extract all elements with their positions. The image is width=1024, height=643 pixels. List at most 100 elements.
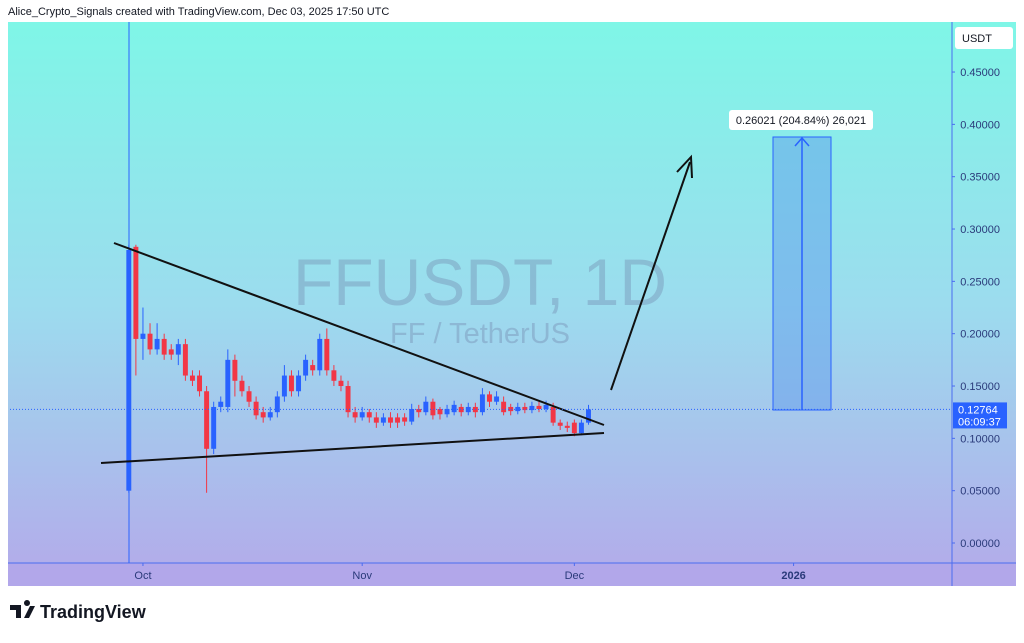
- candle-body: [380, 417, 386, 423]
- candle-body: [529, 405, 535, 411]
- candle-body: [423, 401, 429, 413]
- candle-body: [338, 380, 344, 387]
- trendline-upper: [113, 242, 605, 426]
- y-tick-label: 0.10000: [960, 433, 1000, 445]
- candle-body: [359, 412, 365, 418]
- candle-body: [501, 401, 507, 413]
- candle-body: [147, 333, 153, 350]
- candle-body: [140, 333, 146, 339]
- logo: TradingView: [10, 599, 147, 622]
- candle-body: [204, 391, 210, 449]
- candle-body: [479, 394, 485, 413]
- candle-body: [578, 422, 584, 434]
- candle-body: [508, 406, 514, 412]
- candle-body: [586, 409, 591, 423]
- last-price-box: [953, 402, 1007, 429]
- x-tick-label: Dec: [565, 570, 585, 582]
- last-price-label: 0.12764: [958, 404, 998, 416]
- candle-body: [388, 417, 393, 423]
- header-caption: Alice_Crypto_Signals created with Tradin…: [8, 6, 389, 18]
- measure-arrowhead: [794, 136, 810, 147]
- projection-arrow: [610, 161, 691, 391]
- y-tick-label: 0.40000: [960, 119, 1000, 131]
- y-tick-label: 0.20000: [960, 329, 1000, 341]
- candle-body: [267, 412, 273, 418]
- candle-body: [133, 246, 139, 339]
- y-tick-label: 0.45000: [960, 67, 1000, 79]
- currency-box: [955, 27, 1013, 49]
- candle-body: [246, 391, 252, 402]
- logo-icon: [10, 599, 35, 618]
- candle-body: [522, 406, 528, 411]
- candle-body: [303, 359, 309, 376]
- candle-body: [260, 412, 266, 418]
- candle-body: [253, 401, 259, 416]
- candle-body: [366, 412, 372, 418]
- trendline-lower: [100, 432, 605, 464]
- watermark-description: FF / TetherUS: [390, 318, 570, 350]
- candle-body: [352, 412, 358, 418]
- candle-body: [395, 417, 401, 423]
- candle-body: [550, 406, 556, 423]
- candle-body: [274, 396, 280, 413]
- countdown-label: 06:09:37: [958, 416, 1001, 428]
- candles: [126, 244, 591, 493]
- currency-label: USDT: [962, 33, 992, 45]
- candle-body: [571, 422, 577, 434]
- candle-body: [296, 375, 302, 392]
- candle-body: [536, 405, 542, 410]
- x-tick-label: Nov: [352, 570, 372, 582]
- candle-body: [331, 370, 337, 381]
- candle-body: [416, 409, 422, 413]
- candle-body: [373, 417, 379, 423]
- candle-body: [430, 401, 436, 416]
- candle-body: [409, 409, 415, 422]
- candle-body: [345, 386, 351, 413]
- candle-body: [487, 394, 492, 402]
- candle-body: [182, 344, 188, 376]
- x-tick-label: 2026: [781, 570, 805, 582]
- candle-body: [211, 406, 217, 449]
- candle-body: [557, 422, 563, 426]
- candle-body: [465, 406, 471, 413]
- candle-body: [126, 249, 132, 491]
- projection-arrowhead: [676, 154, 693, 179]
- candle-body: [543, 404, 549, 410]
- y-tick-label: 0.30000: [960, 224, 1000, 236]
- candle-body: [168, 349, 174, 355]
- candle-body: [239, 380, 245, 392]
- candle-body: [564, 425, 570, 428]
- candle-body: [175, 344, 181, 355]
- y-tick-label: 0.05000: [960, 486, 1000, 498]
- y-tick-label: 0.00000: [960, 538, 1000, 550]
- candle-body: [154, 338, 160, 350]
- time-axis-background: [8, 563, 1016, 586]
- candle-body: [494, 396, 500, 402]
- measure-label-box: [729, 110, 873, 130]
- candle-body: [402, 417, 408, 422]
- candle-body: [451, 404, 457, 413]
- candle-body: [232, 359, 238, 381]
- candle-body: [310, 365, 316, 371]
- candle-body: [288, 375, 294, 392]
- candle-body: [197, 375, 203, 392]
- candle-body: [444, 409, 450, 415]
- candle-body: [225, 359, 231, 407]
- candle-body: [161, 338, 167, 355]
- measure-label: 0.26021 (204.84%) 26,021: [736, 115, 866, 127]
- candle-body: [189, 375, 195, 381]
- y-tick-label: 0.25000: [960, 276, 1000, 288]
- y-tick-label: 0.35000: [960, 172, 1000, 184]
- x-tick-label: Oct: [134, 570, 151, 582]
- candle-body: [324, 338, 330, 371]
- candle-body: [281, 375, 287, 397]
- watermark-symbol: FFUSDT, 1D: [293, 245, 667, 319]
- candle-body: [218, 401, 224, 407]
- candle-body: [458, 406, 464, 413]
- y-tick-label: 0.15000: [960, 381, 1000, 393]
- candle-body: [437, 409, 443, 415]
- logo-text: TradingView: [40, 602, 147, 622]
- candle-body: [317, 338, 323, 371]
